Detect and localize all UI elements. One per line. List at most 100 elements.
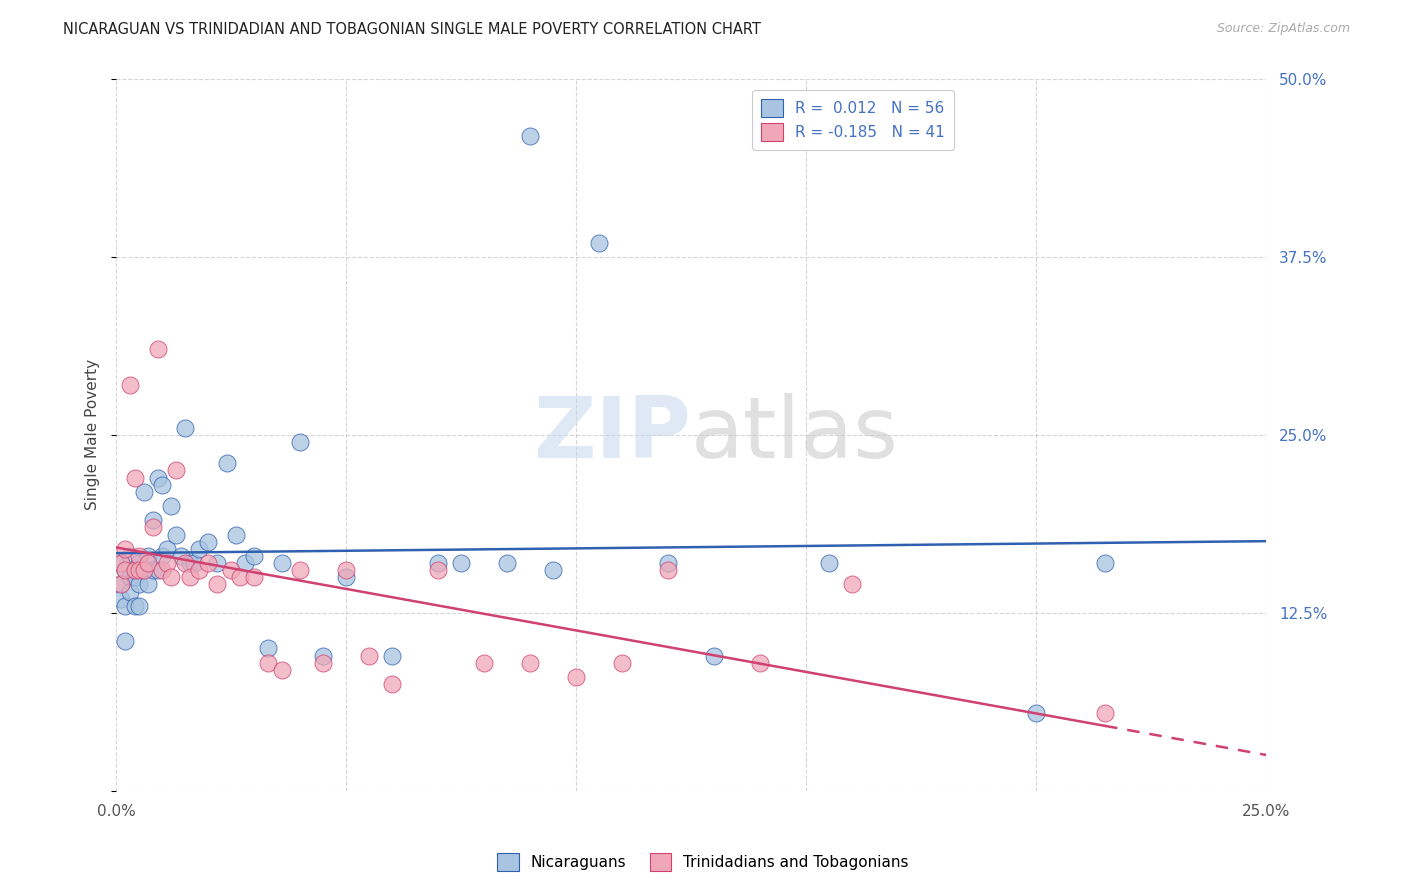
Point	[818, 556, 841, 570]
Point	[188, 541, 211, 556]
Point	[128, 556, 150, 570]
Point	[179, 556, 201, 570]
Point	[114, 599, 136, 613]
Point	[114, 563, 136, 577]
Point	[110, 591, 132, 606]
Point	[114, 634, 136, 648]
Y-axis label: Single Male Poverty: Single Male Poverty	[86, 359, 100, 510]
Point	[169, 549, 191, 563]
Point	[243, 549, 266, 563]
Point	[270, 556, 292, 570]
Point	[124, 570, 146, 584]
Point	[114, 563, 136, 577]
Point	[188, 563, 211, 577]
Point	[138, 549, 160, 563]
Point	[120, 549, 142, 563]
Point	[565, 670, 588, 684]
Point	[541, 563, 564, 577]
Point	[165, 527, 187, 541]
Point	[150, 549, 173, 563]
Point	[450, 556, 472, 570]
Point	[381, 677, 404, 691]
Text: atlas: atlas	[692, 393, 900, 476]
Point	[427, 556, 450, 570]
Point	[612, 656, 634, 670]
Point	[841, 577, 863, 591]
Point	[1094, 706, 1116, 720]
Text: NICARAGUAN VS TRINIDADIAN AND TOBAGONIAN SINGLE MALE POVERTY CORRELATION CHART: NICARAGUAN VS TRINIDADIAN AND TOBAGONIAN…	[63, 22, 761, 37]
Point	[124, 563, 146, 577]
Point	[496, 556, 519, 570]
Point	[381, 648, 404, 663]
Point	[312, 648, 335, 663]
Point	[243, 570, 266, 584]
Point	[657, 563, 679, 577]
Point	[160, 570, 183, 584]
Point	[233, 556, 256, 570]
Point	[257, 656, 280, 670]
Point	[335, 563, 357, 577]
Point	[179, 570, 201, 584]
Point	[138, 556, 160, 570]
Legend: Nicaraguans, Trinidadians and Tobagonians: Nicaraguans, Trinidadians and Tobagonian…	[491, 847, 915, 877]
Point	[146, 563, 169, 577]
Point	[207, 556, 229, 570]
Point	[270, 663, 292, 677]
Point	[174, 421, 197, 435]
Point	[150, 563, 173, 577]
Point	[219, 563, 242, 577]
Point	[197, 534, 219, 549]
Point	[519, 656, 541, 670]
Point	[132, 563, 155, 577]
Point	[128, 563, 150, 577]
Point	[427, 563, 450, 577]
Point	[1094, 556, 1116, 570]
Point	[160, 499, 183, 513]
Point	[257, 641, 280, 656]
Text: Source: ZipAtlas.com: Source: ZipAtlas.com	[1216, 22, 1350, 36]
Point	[165, 463, 187, 477]
Point	[519, 128, 541, 143]
Point	[312, 656, 335, 670]
Point	[229, 570, 252, 584]
Point	[114, 541, 136, 556]
Point	[588, 235, 610, 250]
Point	[146, 343, 169, 357]
Point	[657, 556, 679, 570]
Point	[132, 563, 155, 577]
Point	[225, 527, 247, 541]
Legend: R =  0.012   N = 56, R = -0.185   N = 41: R = 0.012 N = 56, R = -0.185 N = 41	[752, 90, 953, 150]
Point	[120, 570, 142, 584]
Point	[174, 556, 197, 570]
Point	[156, 556, 179, 570]
Point	[142, 520, 165, 534]
Point	[142, 513, 165, 527]
Point	[110, 556, 132, 570]
Point	[150, 477, 173, 491]
Point	[110, 556, 132, 570]
Point	[124, 599, 146, 613]
Point	[290, 435, 312, 450]
Point	[749, 656, 772, 670]
Point	[128, 577, 150, 591]
Point	[120, 584, 142, 599]
Point	[142, 563, 165, 577]
Point	[1025, 706, 1047, 720]
Point	[128, 599, 150, 613]
Point	[183, 556, 205, 570]
Point	[207, 577, 229, 591]
Point	[290, 563, 312, 577]
Point	[110, 577, 132, 591]
Point	[197, 556, 219, 570]
Point	[146, 470, 169, 484]
Point	[132, 484, 155, 499]
Point	[359, 648, 381, 663]
Point	[703, 648, 725, 663]
Point	[124, 470, 146, 484]
Point	[215, 456, 238, 470]
Point	[156, 541, 179, 556]
Point	[335, 570, 357, 584]
Point	[472, 656, 495, 670]
Text: ZIP: ZIP	[533, 393, 692, 476]
Point	[110, 577, 132, 591]
